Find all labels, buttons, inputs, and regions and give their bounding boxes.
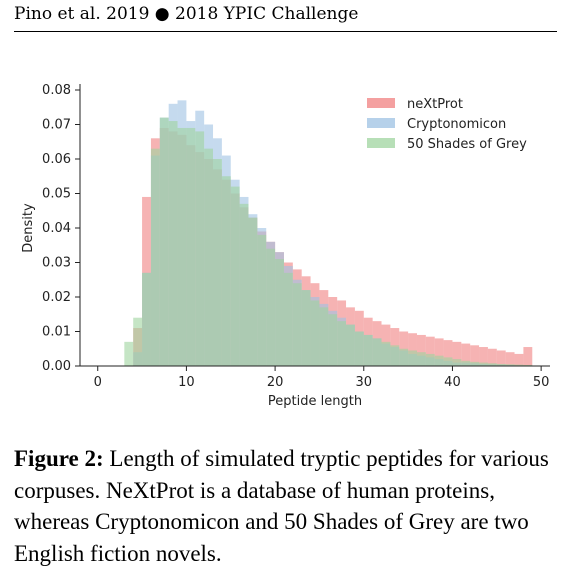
- histogram-bar: [221, 176, 231, 366]
- legend-swatch: [367, 98, 395, 108]
- histogram-bar: [514, 353, 524, 366]
- histogram-bar: [124, 341, 134, 366]
- histogram-bar: [150, 148, 160, 366]
- histogram-chart: 0.00 0.01 0.02 0.03 0.04 0.05 0.06 0.07 0.08 0 10 2…: [21, 83, 550, 409]
- y-tick-label: 0.06: [42, 152, 71, 167]
- y-tick-label: 0.04: [42, 221, 71, 236]
- histogram-bar: [470, 361, 480, 366]
- histogram-bar: [168, 121, 178, 366]
- legend-swatch: [367, 118, 395, 128]
- running-header: Pino et al. 2019 ● 2018 YPIC Challenge: [14, 4, 359, 24]
- x-tick-label: 50: [533, 375, 550, 390]
- histogram-bar: [514, 364, 524, 366]
- histogram-bar: [195, 131, 205, 366]
- histogram-bar: [487, 363, 497, 366]
- histogram-bar: [301, 290, 311, 366]
- histogram-bar: [470, 345, 480, 366]
- histogram-bar: [142, 272, 151, 366]
- caption-label: Figure 2:: [14, 446, 104, 471]
- x-tick-label: 30: [356, 375, 373, 390]
- histogram-bar: [283, 272, 293, 366]
- x-tick-label: 20: [267, 375, 284, 390]
- histogram-bar: [310, 300, 320, 366]
- legend-label: neXtProt: [407, 97, 463, 112]
- histogram-bar: [204, 148, 214, 366]
- histogram-bar: [186, 127, 196, 366]
- y-tick-label: 0.07: [42, 118, 71, 133]
- y-axis-label: Density: [21, 203, 36, 253]
- histogram-bar: [275, 259, 284, 366]
- histogram-bar: [399, 348, 409, 366]
- histogram-bar: [434, 338, 444, 366]
- histogram-bar: [496, 350, 506, 366]
- histogram-bar: [443, 357, 453, 366]
- histogram-bar: [328, 314, 338, 366]
- histogram-bar: [239, 203, 249, 366]
- histogram-bar: [523, 364, 533, 366]
- histogram-bar: [487, 348, 497, 366]
- histogram-bar: [434, 355, 444, 366]
- chart-legend: neXtProt Cryptonomicon 50 Shades of Grey: [367, 97, 527, 152]
- x-tick-label: 10: [178, 375, 195, 390]
- histogram-bar: [416, 334, 426, 366]
- x-tick-label: 40: [444, 375, 461, 390]
- legend-swatch: [367, 138, 395, 148]
- histogram-bar: [390, 345, 400, 366]
- y-tick-label: 0.03: [42, 256, 71, 271]
- histogram-bar: [461, 360, 471, 366]
- histogram-bar: [372, 338, 382, 366]
- y-tick-label: 0.00: [42, 359, 71, 374]
- histogram-bar: [496, 363, 506, 366]
- histogram-bar: [461, 343, 471, 366]
- histogram-bar: [452, 359, 462, 366]
- legend-label: Cryptonomicon: [407, 117, 506, 132]
- histogram-bar: [133, 317, 143, 366]
- histogram-bar: [505, 364, 515, 366]
- histogram-bar: [363, 334, 373, 366]
- histogram-bar: [230, 186, 240, 366]
- histogram-bar: [319, 307, 329, 366]
- histogram-bar: [266, 248, 276, 366]
- histogram-bars: [124, 100, 533, 367]
- histogram-bar: [479, 347, 488, 366]
- histogram-bar: [248, 217, 258, 366]
- histogram-bar: [257, 234, 267, 366]
- y-tick-label: 0.08: [42, 83, 71, 98]
- histogram-bar: [292, 283, 302, 366]
- histogram-bar: [159, 117, 169, 366]
- header-rule: [14, 31, 557, 32]
- y-tick-label: 0.01: [42, 325, 71, 340]
- histogram-bar: [408, 350, 417, 366]
- histogram-bar: [354, 331, 364, 366]
- histogram-bar: [505, 352, 515, 366]
- x-tick-label: 0: [94, 375, 102, 390]
- y-tick-label: 0.05: [42, 187, 71, 202]
- figure-caption: Figure 2: Length of simulated tryptic pe…: [14, 443, 562, 569]
- chart-axes: 0.00 0.01 0.02 0.03 0.04 0.05 0.06 0.07 0.08 0 10 2…: [21, 83, 550, 409]
- histogram-bar: [479, 362, 488, 366]
- legend-label: 50 Shades of Grey: [407, 137, 527, 152]
- histogram-bar: [452, 341, 462, 366]
- series-50-shades-of-grey: [124, 117, 533, 366]
- histogram-bar: [443, 340, 453, 366]
- histogram-bar: [337, 321, 347, 366]
- histogram-bar: [177, 127, 187, 366]
- x-axis-label: Peptide length: [268, 394, 362, 409]
- histogram-bar: [346, 324, 355, 366]
- histogram-bar: [408, 333, 417, 366]
- caption-text: Length of simulated tryptic peptides for…: [14, 446, 549, 566]
- histogram-bar: [425, 336, 435, 366]
- histogram-bar: [425, 353, 435, 366]
- histogram-bar: [416, 352, 426, 366]
- histogram-bar: [381, 341, 391, 366]
- histogram-bar: [213, 159, 222, 366]
- y-tick-label: 0.02: [42, 290, 71, 305]
- histogram-bar: [523, 347, 533, 366]
